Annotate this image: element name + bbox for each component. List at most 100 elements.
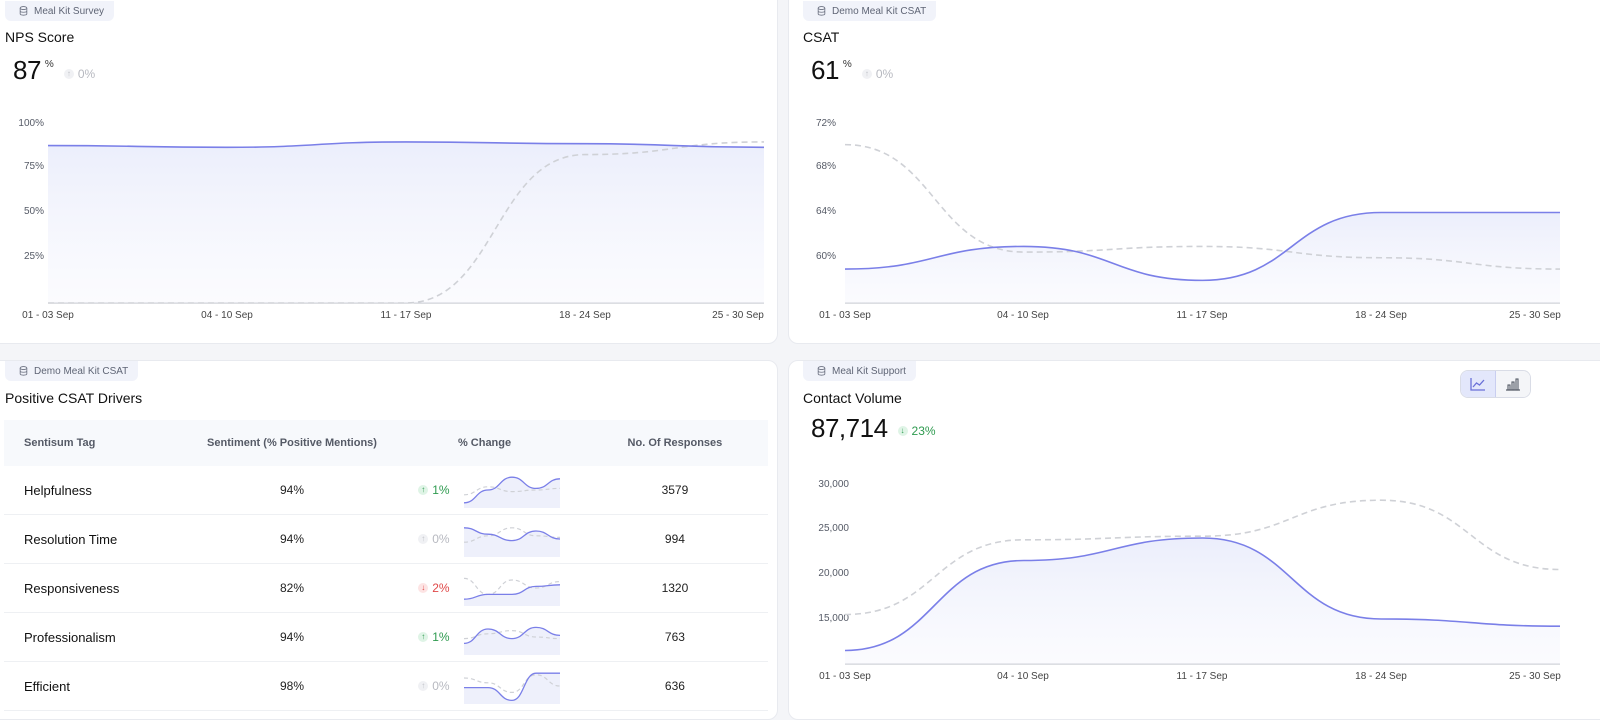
y-tick-label: 15,000 — [818, 613, 849, 624]
nps-chart: 25% 50% 75% 100% 01 - 03 Sep 04 - 10 Sep 11 - … — [18, 118, 765, 321]
x-tick-label: 04 - 10 Sep — [997, 671, 1049, 682]
y-tick-label: 50% — [24, 206, 44, 217]
card-title: CSAT — [803, 29, 840, 45]
bar-chart-button[interactable] — [1496, 371, 1530, 397]
source-tag[interactable]: Meal Kit Support — [803, 361, 916, 381]
responses-cell: 763 — [581, 612, 768, 662]
change-cell: ↑ 0% — [387, 661, 582, 711]
primary-series-line — [844, 537, 1561, 652]
column-header[interactable]: Sentisum Tag — [4, 420, 197, 466]
bar-chart-icon — [1506, 378, 1520, 391]
y-tick-label: 25% — [24, 251, 44, 262]
sparkline-comparison — [463, 674, 560, 694]
y-tick-label: 72% — [816, 118, 836, 129]
y-tick-label: 20,000 — [818, 568, 849, 579]
y-tick-label: 100% — [18, 118, 44, 129]
table-row[interactable]: Efficient 98% ↑ 0% 636 — [4, 661, 768, 711]
database-icon — [19, 6, 28, 16]
sparkline-primary — [463, 476, 560, 504]
sentiment-cell: 94% — [196, 612, 388, 662]
card-title: Contact Volume — [803, 390, 902, 406]
x-tick-label: 04 - 10 Sep — [201, 310, 253, 321]
series-area — [845, 212, 1560, 303]
line-chart-icon — [1470, 378, 1485, 391]
primary-series-line — [47, 141, 765, 149]
sparkline-comparison — [463, 629, 560, 640]
change-cell: ↑ 1% — [387, 612, 582, 662]
delta-badge: ↑ 0% — [63, 67, 95, 81]
csat-chart: 60% 64% 68% 72% 01 - 03 Sep 04 - 10 Sep 11 - 1… — [816, 118, 1561, 321]
comparison-series-line — [844, 143, 1561, 270]
x-tick-label: 04 - 10 Sep — [997, 310, 1049, 321]
y-tick-label: 25,000 — [818, 523, 849, 534]
table-row[interactable]: Resolution Time 94% ↑ 0% 994 — [4, 514, 768, 564]
responses-cell: 3579 — [581, 466, 768, 515]
sparkline-area — [463, 673, 560, 704]
source-tag[interactable]: Meal Kit Survey — [5, 1, 115, 21]
series-area — [48, 141, 764, 303]
arrow-up-icon: ↑ — [418, 681, 429, 691]
responses-cell: 1320 — [581, 563, 768, 613]
metric-value: 61 — [811, 55, 839, 85]
table-row[interactable]: Responsiveness 82% ↓ 2% 1320 — [4, 563, 768, 613]
x-tick-label: 11 - 17 Sep — [1177, 671, 1228, 682]
delta-value: 0% — [875, 67, 894, 81]
delta-badge: ↓ 2% — [410, 581, 450, 595]
change-cell: ↑ 0% — [387, 514, 582, 564]
x-tick-label: 01 - 03 Sep — [22, 310, 74, 321]
database-icon — [19, 366, 28, 376]
delta-badge: ↑ 0% — [861, 67, 894, 81]
table-row[interactable]: Professionalism 94% ↑ 1% 763 — [4, 612, 768, 662]
arrow-up-icon: ↑ — [418, 534, 429, 544]
drivers-table: Sentisum Tag Sentiment (% Positive Menti… — [4, 420, 768, 711]
sentiment-cell: 82% — [196, 563, 388, 613]
x-tick-label: 11 - 17 Sep — [381, 310, 432, 321]
delta-value: 2% — [432, 581, 450, 595]
table-header-row: Sentisum Tag Sentiment (% Positive Menti… — [4, 420, 768, 466]
primary-series-line — [844, 211, 1560, 282]
arrow-up-icon: ↑ — [63, 69, 74, 79]
source-tag[interactable]: Demo Meal Kit CSAT — [5, 361, 139, 381]
tag-cell: Professionalism — [4, 612, 197, 662]
column-header[interactable]: % Change — [387, 420, 582, 466]
comparison-series-line — [844, 499, 1561, 616]
delta-badge: ↑ 0% — [410, 679, 450, 693]
metric-value: 87,714 — [811, 413, 888, 443]
delta-badge: ↑ 1% — [410, 483, 450, 497]
sparkline-area — [463, 477, 560, 508]
sparkline-comparison — [463, 486, 560, 496]
arrow-down-icon: ↓ — [897, 426, 908, 436]
metric-unit: % — [842, 59, 852, 70]
x-tick-label: 11 - 17 Sep — [1177, 310, 1228, 321]
delta-badge: ↑ 1% — [410, 630, 450, 644]
change-cell: ↓ 2% — [387, 563, 582, 613]
delta-value: 0% — [432, 679, 450, 693]
tag-cell: Responsiveness — [4, 563, 197, 613]
metric-unit: % — [44, 59, 54, 70]
metric: 61 % ↑ 0% — [811, 55, 893, 86]
responses-cell: 994 — [581, 514, 768, 564]
x-tick-label: 18 - 24 Sep — [1355, 310, 1407, 321]
table-row[interactable]: Helpfulness 94% ↑ 1% 3579 — [4, 466, 768, 515]
line-chart-button[interactable] — [1461, 371, 1496, 397]
y-tick-label: 64% — [816, 206, 836, 217]
x-tick-label: 18 - 24 Sep — [1355, 671, 1407, 682]
source-tag[interactable]: Demo Meal Kit CSAT — [803, 1, 937, 21]
sparkline-primary — [463, 527, 560, 542]
sparkline-primary — [463, 584, 560, 600]
card-title: NPS Score — [5, 29, 75, 45]
x-tick-label: 25 - 30 Sep — [712, 310, 764, 321]
x-tick-label: 01 - 03 Sep — [819, 671, 871, 682]
sentiment-cell: 94% — [196, 466, 388, 515]
x-tick-label: 18 - 24 Sep — [559, 310, 611, 321]
source-label: Meal Kit Support — [832, 365, 906, 377]
x-tick-label: 25 - 30 Sep — [1509, 310, 1561, 321]
arrow-up-icon: ↑ — [418, 632, 429, 642]
series-area — [845, 538, 1560, 664]
source-label: Meal Kit Survey — [34, 5, 105, 17]
metric: 87,714 ↓ 23% — [811, 413, 936, 444]
column-header[interactable]: Sentiment (% Positive Mentions) — [196, 420, 388, 466]
metric-value: 87 — [13, 55, 41, 85]
column-header[interactable]: No. Of Responses — [581, 420, 768, 466]
